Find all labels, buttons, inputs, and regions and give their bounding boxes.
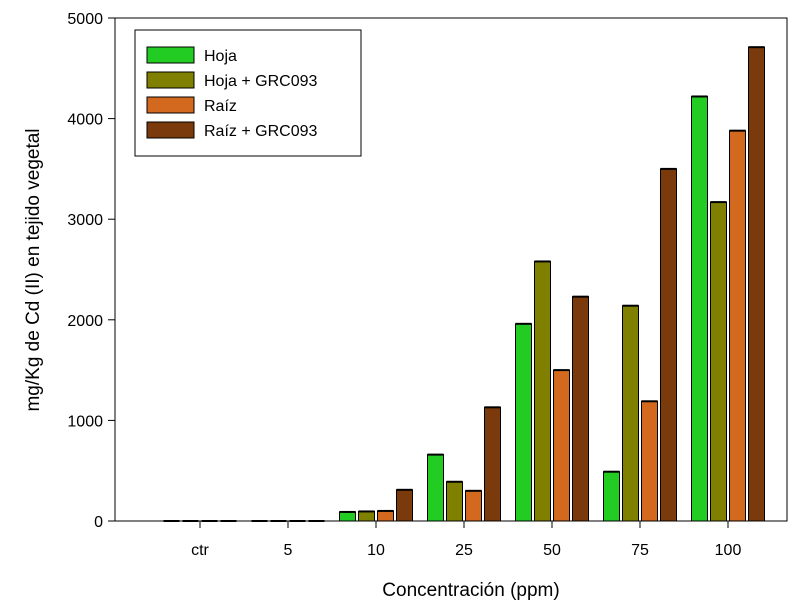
- x-axis-label: Concentración (ppm): [382, 580, 559, 601]
- bar-1-50: [515, 323, 532, 522]
- bar-2-100: [710, 201, 727, 522]
- y-tick-label: 5000: [67, 11, 103, 28]
- legend-label-1: Hoja: [204, 48, 237, 65]
- y-axis: 0 1000 2000 3000 4000 5000: [67, 11, 115, 531]
- legend-label-3: Raíz: [204, 98, 237, 115]
- x-tick-label: 25: [455, 542, 473, 559]
- bar-2-75: [622, 305, 639, 522]
- legend: Hoja Hoja + GRC093 Raíz Raíz + GRC093: [134, 29, 362, 157]
- bar-1-100: [691, 95, 708, 522]
- x-tick-label: 75: [631, 542, 649, 559]
- bar-4-75: [660, 168, 677, 522]
- bar-2-25: [446, 481, 463, 522]
- x-axis: ctr 5 10 25 50 75 100: [191, 521, 741, 559]
- plot-frame: [114, 17, 788, 522]
- bar-4-10: [396, 489, 413, 522]
- legend-label-2: Hoja + GRC093: [204, 73, 317, 90]
- bar-3-10: [377, 510, 394, 522]
- x-tick-label: 50: [543, 542, 561, 559]
- bar-1-25: [427, 454, 444, 522]
- legend-swatch-4: [146, 121, 195, 139]
- bar-2-10: [358, 510, 375, 522]
- x-tick-label: 10: [367, 542, 385, 559]
- legend-swatch-2: [146, 71, 195, 89]
- bar-3-25: [465, 490, 482, 522]
- y-tick-label: 3000: [67, 212, 103, 229]
- bar-2-50: [534, 260, 551, 522]
- y-tick-label: 4000: [67, 112, 103, 129]
- bar-3-75: [641, 400, 658, 522]
- x-tick-label: ctr: [191, 542, 209, 559]
- bar-1-10: [339, 511, 356, 522]
- bar-4-25: [484, 406, 501, 522]
- y-tick-label: 2000: [67, 313, 103, 330]
- bar-3-100: [729, 130, 746, 522]
- y-axis-label: mg/Kg de Cd (II) en tejido vegetal: [23, 128, 44, 411]
- y-tick-label: 0: [94, 514, 103, 531]
- y-tick-label: 1000: [67, 413, 103, 430]
- x-tick-label: 5: [284, 542, 293, 559]
- bar-3-50: [553, 369, 570, 522]
- x-tick-label: 100: [715, 542, 742, 559]
- legend-swatch-3: [146, 96, 195, 114]
- bar-4-50: [572, 296, 589, 522]
- legend-swatch-1: [146, 46, 195, 64]
- bar-4-100: [748, 46, 765, 522]
- bar-1-75: [603, 471, 620, 522]
- legend-label-4: Raíz + GRC093: [204, 123, 317, 140]
